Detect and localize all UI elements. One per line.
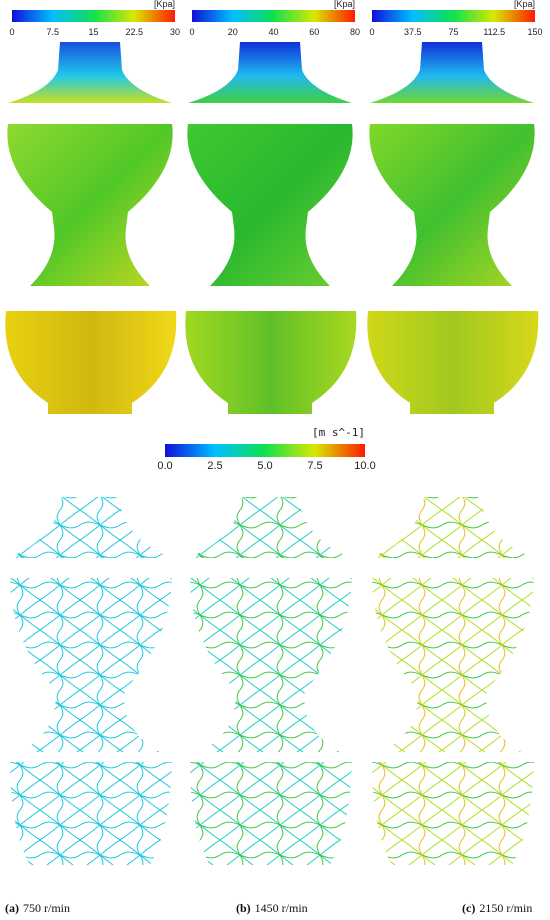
pressure-impeller [7, 124, 173, 286]
colorbar-tick-label: 30 [170, 27, 180, 37]
caption-text: 1450 r/min [255, 901, 308, 915]
colorbar-unit: [Kpa] [154, 0, 175, 9]
colorbar-tick-label: 0.0 [157, 460, 172, 472]
pressure-shroud [185, 311, 357, 414]
colorbar-tick-label: 37.5 [404, 27, 422, 37]
colorbar-tick-label: 75 [448, 27, 458, 37]
colorbar-tick-label: 80 [350, 27, 360, 37]
caption-label: (c) [462, 901, 475, 915]
streamline-hub [8, 497, 172, 558]
caption-label: (a) [5, 901, 19, 915]
colorbar [372, 10, 535, 22]
colorbar-tick-label: 7.5 [307, 460, 322, 472]
colorbar-tick-label: 60 [309, 27, 319, 37]
colorbar [12, 10, 175, 22]
pressure-impeller [369, 124, 535, 286]
pressure-hub [8, 42, 172, 103]
streamline-hub [188, 497, 352, 558]
colorbar-tick-label: 22.5 [125, 27, 143, 37]
streamline-shroud [372, 762, 534, 865]
pressure-hub [188, 42, 352, 103]
colorbar-tick-label: 5.0 [257, 460, 272, 472]
streamline-hub [370, 497, 534, 558]
streamline-impeller [190, 578, 352, 752]
colorbar-tick-label: 7.5 [46, 27, 59, 37]
column-c [367, 42, 539, 865]
caption: (b) 1450 r/min [236, 901, 308, 915]
colorbar-tick-label: 40 [268, 27, 278, 37]
caption-label: (b) [236, 901, 251, 915]
colorbar-tick-label: 150 [527, 27, 542, 37]
streamline-impeller [372, 578, 534, 752]
caption-text: 2150 r/min [479, 901, 532, 915]
streamline-shroud [10, 762, 172, 865]
colorbar [192, 10, 355, 22]
pressure-shroud [367, 311, 539, 414]
colorbar-tick-label: 20 [228, 27, 238, 37]
colorbar-tick-label: 0 [9, 27, 14, 37]
caption: (a) 750 r/min [5, 901, 70, 915]
colorbar-tick-label: 0 [369, 27, 374, 37]
streamline-shroud [190, 762, 352, 865]
pressure-hub [370, 42, 534, 103]
colorbar-tick-label: 0 [189, 27, 194, 37]
colorbar-unit: [Kpa] [514, 0, 535, 9]
colorbar [165, 444, 365, 457]
colorbar-unit: [Kpa] [334, 0, 355, 9]
streamline-impeller [10, 578, 172, 752]
colorbar-tick-label: 2.5 [207, 460, 222, 472]
colorbar-tick-label: 112.5 [483, 27, 505, 37]
pressure-shroud [5, 311, 177, 414]
colorbar-tick-label: 15 [88, 27, 98, 37]
column-a [5, 42, 177, 865]
caption: (c) 2150 r/min [462, 901, 532, 915]
colorbar-tick-label: 10.0 [354, 460, 375, 472]
pressure-impeller [187, 124, 353, 286]
caption-text: 750 r/min [23, 901, 70, 915]
colorbar-unit: [m s^-1] [312, 426, 365, 439]
